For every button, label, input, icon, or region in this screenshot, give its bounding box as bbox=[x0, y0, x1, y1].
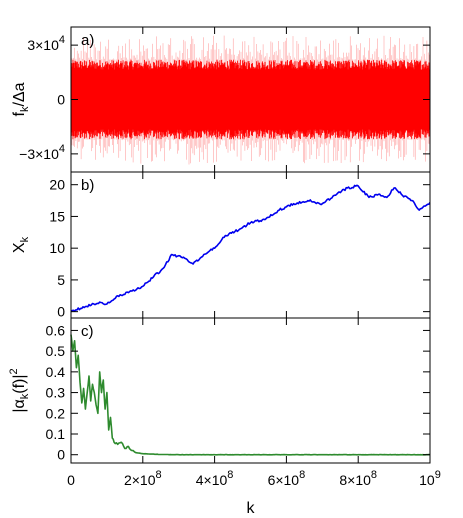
noise-spikes bbox=[71, 35, 430, 165]
y-tick-label: 0.2 bbox=[46, 405, 66, 421]
y-tick-label: −3×104 bbox=[19, 143, 65, 162]
y-tick-label: 0 bbox=[57, 304, 65, 320]
x-tick-label: 4×108 bbox=[196, 469, 234, 488]
y-tick-label: 0.6 bbox=[46, 322, 66, 338]
noise-series bbox=[71, 35, 430, 165]
panel-label: b) bbox=[81, 177, 94, 194]
y-tick-label: 15 bbox=[49, 208, 65, 224]
y-axis-label: fk/Δa bbox=[11, 82, 31, 116]
y-axis-label: |αk(f)|2 bbox=[8, 368, 31, 412]
y-tick-label: 5 bbox=[57, 272, 65, 288]
panel-label: c) bbox=[81, 323, 94, 340]
y-tick-label: 0.1 bbox=[46, 426, 66, 442]
y-tick-label: 20 bbox=[49, 177, 65, 193]
panel-c: 0 0.1 0.2 0.3 0.4 0.5 0.6 0 2×108 4×108 6×108 8×108… bbox=[8, 317, 441, 517]
series-line bbox=[70, 334, 431, 456]
x-axis-label: k bbox=[247, 500, 256, 517]
y-tick-label: 0.4 bbox=[46, 364, 66, 380]
x-tick-label: 2×108 bbox=[124, 469, 162, 488]
y-tick-label: 0 bbox=[57, 447, 65, 463]
y-tick-label: 0.3 bbox=[46, 385, 66, 401]
x-tick-label: 8×108 bbox=[339, 469, 377, 488]
panel-b: 0 5 10 15 20 b) Xk bbox=[11, 171, 431, 320]
y-tick-label: 0 bbox=[57, 92, 65, 108]
y-tick-label: 0.5 bbox=[46, 343, 66, 359]
y-tick-label: 3×104 bbox=[27, 34, 65, 53]
x-tick-label: 109 bbox=[419, 469, 441, 488]
x-tick-label: 0 bbox=[67, 472, 75, 488]
y-axis-label: Xk bbox=[11, 236, 31, 253]
panel-label: a) bbox=[81, 32, 94, 49]
series-line bbox=[70, 184, 431, 313]
x-tick-label: 6×108 bbox=[268, 469, 306, 488]
plot-frame bbox=[70, 317, 431, 464]
y-tick-label: 10 bbox=[49, 240, 65, 256]
panel-a: 3×104 0 −3×104 a) fk/Δa bbox=[11, 26, 431, 173]
